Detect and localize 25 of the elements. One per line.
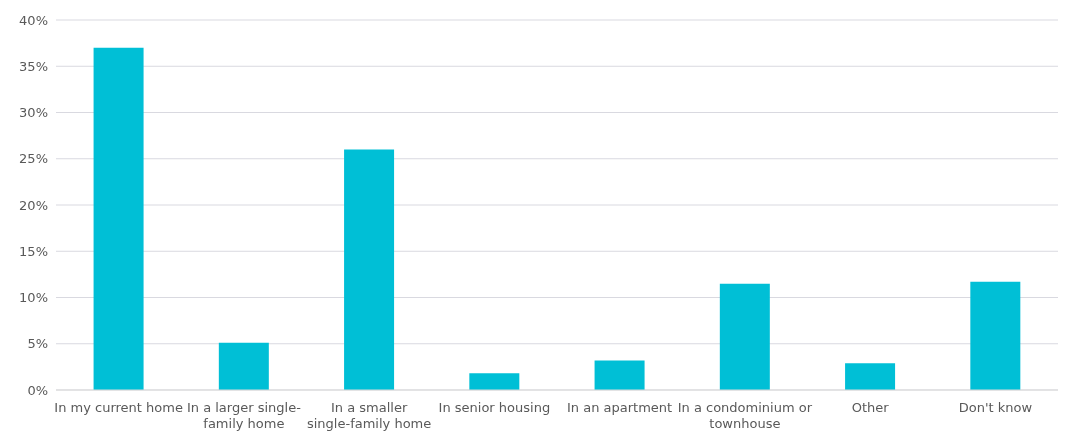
y-tick-label: 20%	[19, 197, 48, 213]
y-tick-label: 25%	[19, 151, 48, 167]
y-tick-label: 40%	[19, 12, 48, 28]
x-tick-label: Other	[851, 400, 890, 415]
bar	[845, 363, 896, 390]
y-tick-label: 10%	[19, 290, 48, 306]
y-tick-label: 0%	[27, 382, 48, 398]
x-tick-label: In an apartment	[567, 400, 673, 415]
bar	[469, 373, 520, 390]
x-tick-label: In a larger single-family home	[186, 400, 302, 431]
y-tick-label: 15%	[19, 243, 48, 259]
x-tick-label: In senior housing	[438, 400, 551, 415]
x-tick-label: In a smaller single-family home	[306, 400, 432, 431]
y-tick-label: 35%	[19, 58, 48, 74]
x-tick-label: Don't know	[958, 400, 1033, 415]
x-tick-label: In my current home	[54, 400, 183, 415]
y-tick-label: 5%	[27, 336, 48, 352]
y-tick-label: 30%	[19, 105, 48, 121]
bar	[719, 283, 770, 390]
x-tick-label: In a condominium or townhouse	[677, 400, 813, 431]
bar	[93, 47, 144, 390]
bar	[970, 281, 1021, 390]
bar	[594, 360, 645, 390]
bar	[344, 149, 395, 390]
bar	[218, 342, 269, 390]
